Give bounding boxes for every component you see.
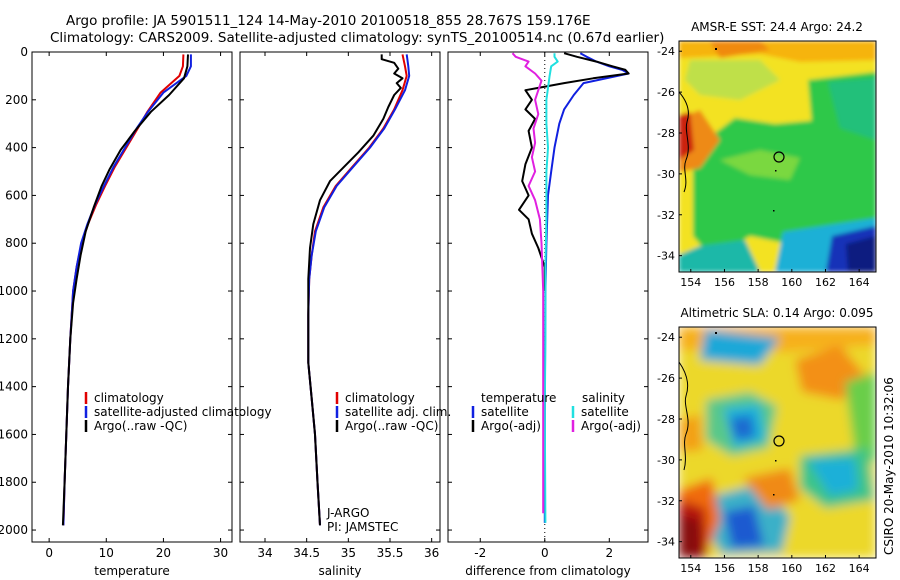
x-tick-label: -2 [474, 546, 486, 560]
map-y-tick-label: -32 [657, 209, 675, 222]
plot-frame [239, 51, 441, 543]
legend-clim-sal: climatology [345, 391, 415, 405]
map-y-tick-label: -24 [657, 331, 675, 344]
footer-credit: CSIRO 20-May-2010 10:32:06 [882, 377, 896, 555]
difference-legend: temperature satellite Argo(-adj) salinit… [471, 391, 641, 433]
y-tick-label: 1200 [0, 332, 28, 346]
plot-frame [31, 51, 233, 543]
map-x-tick-label: 156 [714, 276, 735, 289]
legend-clim-temp: climatology [94, 391, 164, 405]
map-y-tick-label: -28 [657, 413, 675, 426]
map-x-tick-label: 160 [781, 562, 802, 575]
y-tick-label: 1400 [0, 380, 28, 394]
sst-map-axes: 154 156 158 160 162 164 -24 -26 -28 -30 -32 -34 [657, 45, 870, 289]
chart-title-line1: Argo profile: JA 5901511_124 14-May-2010… [66, 13, 591, 29]
plot-frame [447, 51, 649, 543]
map-x-tick-label: 164 [849, 276, 870, 289]
x-tick-label: 35 [341, 546, 356, 560]
x-tick-label: 2 [605, 546, 613, 560]
sla-map-title: Altimetric SLA: 0.14 Argo: 0.095 [680, 306, 873, 320]
legend-temp-sat: satellite [481, 405, 529, 419]
x-axis-label: salinity [318, 564, 361, 578]
map-y-tick-label: -30 [657, 168, 675, 181]
map-y-tick-label: -32 [657, 495, 675, 508]
x-axis-label: temperature [94, 564, 169, 578]
x-tick-label: 30 [213, 546, 228, 560]
map-x-tick-label: 162 [815, 562, 836, 575]
legend-temperature-title: temperature [481, 391, 556, 405]
map-x-tick-label: 154 [680, 276, 701, 289]
legend-argo-temp: Argo(..raw -QC) [94, 419, 187, 433]
y-tick-label: 1600 [0, 427, 28, 441]
x-tick-label: 34.5 [293, 546, 320, 560]
map-y-tick-label: -30 [657, 454, 675, 467]
map-x-tick-label: 154 [680, 562, 701, 575]
x-tick-label: 0 [45, 546, 53, 560]
x-tick-label: 10 [99, 546, 114, 560]
y-tick-label: 1800 [0, 475, 28, 489]
map-y-tick-label: -28 [657, 127, 675, 140]
map-x-tick-label: 160 [781, 276, 802, 289]
map-y-tick-label: -34 [657, 250, 675, 263]
temperature-legend: climatology satellite-adjusted climatolo… [84, 391, 272, 433]
legend-sat-sal: satellite adj. clim. [345, 405, 451, 419]
legend-salinity-title: salinity [582, 391, 625, 405]
y-tick-label: 400 [5, 141, 28, 155]
temperature-panel: 0 10 20 30 0 200 400 600 800 1000 1200 1400 1600 1800… [0, 45, 233, 578]
legend-sal-sat: satellite [581, 405, 629, 419]
difference-panel: -2 0 2 difference from climatology [447, 51, 649, 578]
x-axis-label: difference from climatology [465, 564, 631, 578]
annotation-jargo: J-ARGO [326, 506, 369, 520]
map-x-tick-label: 164 [849, 562, 870, 575]
y-tick-label: 200 [5, 93, 28, 107]
sst-map-title: AMSR-E SST: 24.4 Argo: 24.2 [691, 20, 863, 34]
map-x-tick-label: 158 [748, 276, 769, 289]
chart-title-line2: Climatology: CARS2009. Satellite-adjuste… [50, 30, 664, 46]
series-line-salinity-argo-adj- [511, 52, 545, 514]
legend-temp-argo: Argo(-adj) [481, 419, 541, 433]
annotation-pi: PI: JAMSTEC [327, 520, 398, 534]
legend-sat-temp: satellite-adjusted climatology [94, 405, 272, 419]
map-y-tick-label: -34 [657, 536, 675, 549]
sla-map-axes: 154 156 158 160 162 164 -24 -26 -28 -30 -32 -34 [657, 331, 870, 575]
map-y-tick-label: -26 [657, 372, 675, 385]
series-line-argo-raw-qc- [307, 54, 404, 526]
map-x-tick-label: 162 [815, 276, 836, 289]
x-tick-label: 35.5 [377, 546, 404, 560]
y-tick-label: 800 [5, 236, 28, 250]
legend-sal-argo: Argo(-adj) [581, 419, 641, 433]
map-x-tick-label: 156 [714, 562, 735, 575]
sst-map [679, 41, 876, 272]
sla-map [679, 327, 876, 558]
y-tick-label: 1000 [0, 284, 28, 298]
x-tick-label: 20 [156, 546, 171, 560]
series-line-temperature-argo-adj- [518, 52, 630, 291]
series-line-salinity-satellite [543, 53, 559, 523]
salinity-legend: climatology satellite adj. clim. Argo(..… [326, 391, 451, 534]
series-line-argo-raw-qc- [61, 54, 189, 526]
y-tick-label: 0 [20, 45, 28, 59]
y-tick-label: 600 [5, 188, 28, 202]
legend-argo-sal: Argo(..raw -QC) [345, 419, 438, 433]
y-tick-label: 2000 [0, 523, 28, 537]
x-tick-label: 36 [424, 546, 439, 560]
map-y-tick-label: -26 [657, 86, 675, 99]
x-tick-label: 0 [541, 546, 549, 560]
map-y-tick-label: -24 [657, 45, 675, 58]
salinity-panel: 34 34.5 35 35.5 36 salinity [239, 51, 441, 578]
x-tick-label: 34 [257, 546, 272, 560]
map-x-tick-label: 158 [748, 562, 769, 575]
